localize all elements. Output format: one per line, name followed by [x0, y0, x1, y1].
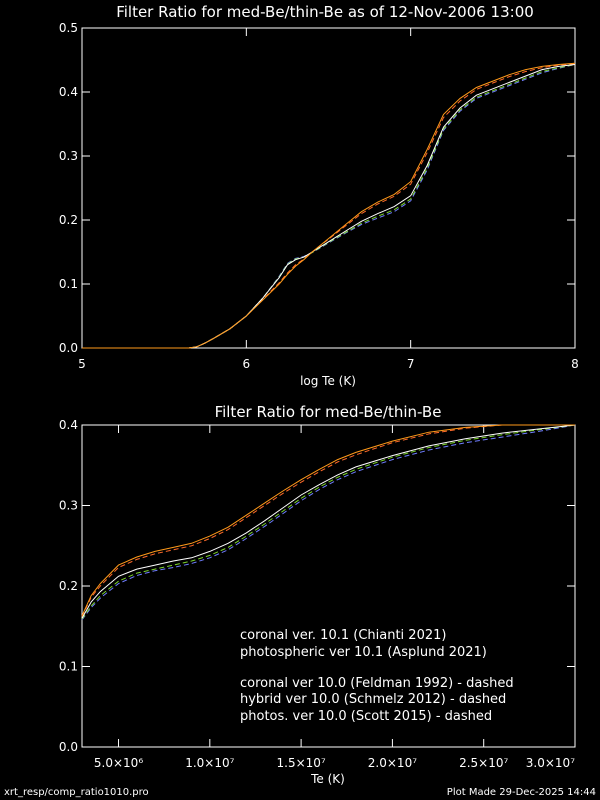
series-line-photospheric-101 — [81, 424, 575, 617]
y-tick-label: 0.4 — [59, 418, 78, 432]
x-tick-label: 6 — [243, 357, 251, 371]
top-chart: Filter Ratio for med-Be/thin-Be as of 12… — [59, 3, 579, 388]
y-tick-label: 0.3 — [59, 149, 78, 163]
y-tick-label: 0.4 — [59, 85, 78, 99]
x-tick-label: 7 — [407, 357, 415, 371]
x-tick-label: 2.0×10⁷ — [368, 756, 417, 770]
x-tick-label: 1.5×10⁷ — [277, 756, 326, 770]
series-line-photos-100 — [81, 424, 575, 617]
y-tick-label: 0.3 — [59, 499, 78, 513]
x-tick-label: 3.0×10⁷ — [526, 756, 575, 770]
legend-entry-photospheric-101: photospheric ver 10.1 (Asplund 2021) — [240, 645, 487, 660]
footer-right: Plot Made 29-Dec-2025 14:44 — [447, 787, 596, 798]
x-tick-label: 1.0×10⁷ — [185, 756, 234, 770]
series-line-hybrid-100 — [81, 424, 576, 620]
y-tick-label: 0.2 — [59, 579, 78, 593]
legend-entry-hybrid-100: hybrid ver 10.0 (Schmelz 2012) - dashed — [240, 692, 506, 707]
x-tick-label: 5.0×10⁶ — [94, 756, 143, 770]
y-tick-label: 0.0 — [59, 740, 78, 754]
x-tick-label: 5 — [78, 357, 86, 371]
series-line-coronal-101 — [81, 424, 576, 619]
bottom-chart: Filter Ratio for med-Be/thin-Be 5.0×10⁶ 1… — [59, 403, 576, 786]
bottom-chart-xlabel: Te (K) — [310, 772, 345, 786]
y-tick-label: 0.2 — [59, 213, 78, 227]
series-line-coronal-100 — [81, 424, 576, 621]
series-line-photospheric-101 — [82, 62, 576, 349]
footer-left: xrt_resp/comp_ratio1010.pro — [4, 787, 149, 798]
x-tick-label: 8 — [571, 357, 579, 371]
y-tick-label: 0.0 — [59, 341, 78, 355]
top-chart-xlabel: log Te (K) — [300, 374, 356, 388]
x-tick-label: 2.5×10⁷ — [459, 756, 508, 770]
legend-entry-photos-100: photos. ver 10.0 (Scott 2015) - dashed — [240, 709, 492, 724]
legend-entry-coronal-101: coronal ver. 10.1 (Chianti 2021) — [240, 628, 446, 643]
legend: coronal ver. 10.1 (Chianti 2021) photosp… — [240, 628, 514, 724]
bottom-chart-title: Filter Ratio for med-Be/thin-Be — [215, 403, 442, 421]
y-tick-label: 0.1 — [59, 277, 78, 291]
legend-entry-coronal-100: coronal ver 10.0 (Feldman 1992) - dashed — [240, 676, 514, 691]
top-chart-title: Filter Ratio for med-Be/thin-Be as of 12… — [116, 3, 534, 21]
y-tick-label: 0.5 — [59, 21, 78, 35]
y-tick-label: 0.1 — [59, 660, 78, 674]
top-chart-frame — [81, 27, 576, 349]
